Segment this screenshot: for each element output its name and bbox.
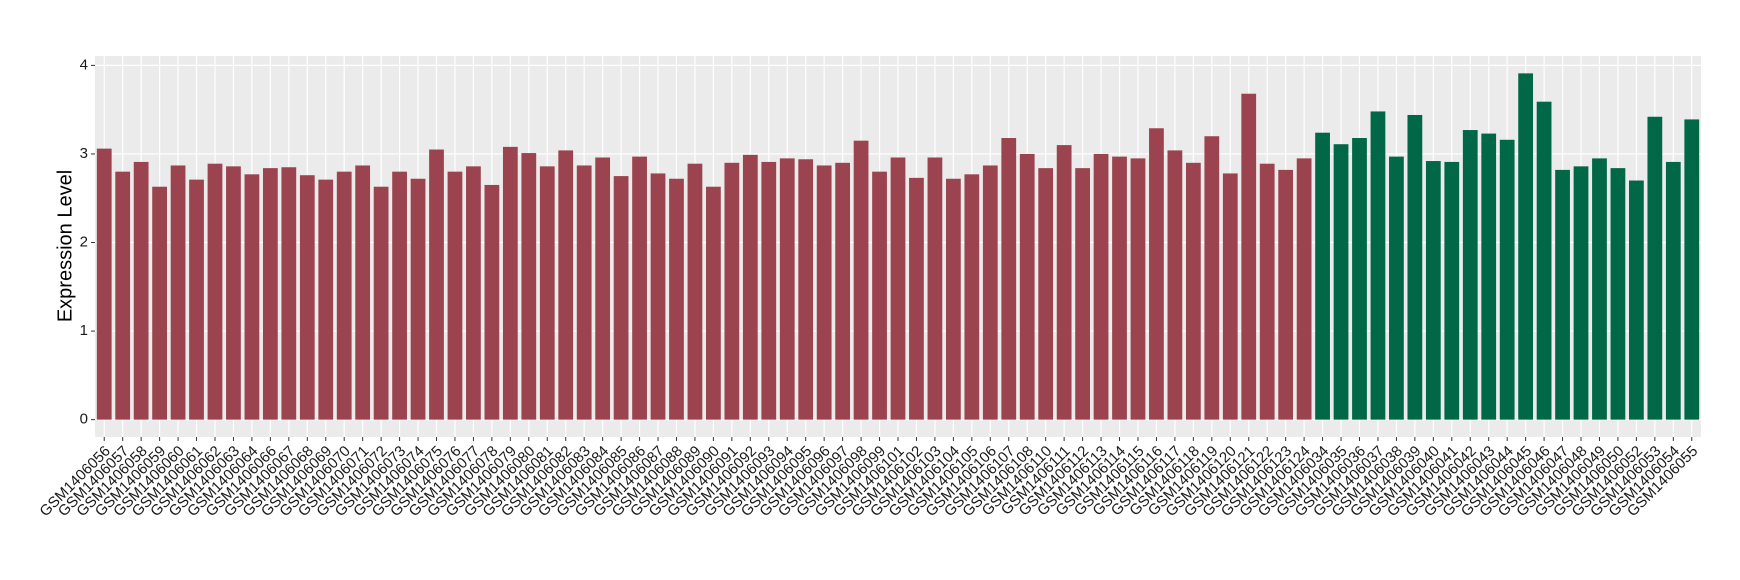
bar bbox=[1610, 168, 1626, 420]
bar bbox=[392, 171, 407, 420]
bar bbox=[1647, 116, 1663, 420]
bar bbox=[1112, 156, 1127, 420]
bar bbox=[1425, 161, 1441, 420]
bar bbox=[1185, 162, 1201, 420]
bar bbox=[262, 168, 278, 420]
bar bbox=[1462, 130, 1478, 420]
bar bbox=[484, 184, 500, 420]
bar bbox=[1592, 158, 1607, 420]
y-tick-label: 2 bbox=[80, 233, 88, 250]
bar bbox=[539, 166, 555, 420]
bar bbox=[1315, 132, 1330, 420]
bar bbox=[1075, 168, 1090, 420]
bar bbox=[1278, 169, 1294, 420]
bar bbox=[650, 173, 666, 420]
bar bbox=[299, 175, 315, 420]
bar bbox=[798, 159, 814, 420]
bar bbox=[521, 153, 537, 420]
bar bbox=[502, 146, 518, 420]
y-tick-label: 3 bbox=[80, 145, 88, 162]
bar bbox=[576, 165, 592, 420]
bar bbox=[410, 178, 426, 420]
bar bbox=[152, 186, 167, 420]
bar bbox=[1333, 144, 1349, 420]
bar bbox=[853, 140, 869, 420]
bar bbox=[1259, 163, 1275, 420]
bar bbox=[447, 171, 463, 420]
bar bbox=[1167, 150, 1183, 420]
bar bbox=[226, 166, 241, 420]
bar bbox=[1149, 128, 1164, 420]
y-tick-label: 4 bbox=[80, 56, 88, 73]
bar bbox=[982, 165, 998, 420]
bar bbox=[429, 149, 444, 420]
bar bbox=[1001, 138, 1017, 420]
bar bbox=[706, 186, 721, 420]
bar bbox=[1389, 156, 1404, 420]
bar bbox=[1130, 158, 1146, 420]
bar bbox=[1407, 114, 1423, 420]
bar bbox=[281, 167, 297, 420]
bar bbox=[189, 179, 204, 420]
bar bbox=[613, 176, 629, 420]
bar bbox=[1222, 173, 1238, 420]
bar bbox=[742, 154, 758, 420]
bar bbox=[945, 178, 961, 420]
bar bbox=[1296, 158, 1312, 420]
bar bbox=[355, 165, 371, 420]
bar bbox=[890, 157, 906, 420]
bar bbox=[835, 162, 851, 420]
bar bbox=[761, 161, 777, 420]
bar bbox=[669, 178, 684, 420]
bar bbox=[336, 171, 352, 420]
bar bbox=[1499, 139, 1515, 420]
bar bbox=[133, 161, 149, 420]
bar bbox=[1444, 161, 1460, 420]
bar bbox=[1555, 169, 1570, 420]
bar bbox=[1019, 153, 1035, 420]
bar bbox=[96, 148, 112, 420]
bar bbox=[466, 166, 481, 420]
bar bbox=[373, 186, 389, 420]
bar bbox=[1038, 168, 1054, 420]
bar bbox=[964, 174, 980, 420]
bar bbox=[170, 165, 186, 420]
bar bbox=[816, 165, 832, 420]
bar bbox=[1684, 119, 1700, 420]
y-tick-label: 0 bbox=[80, 411, 88, 428]
bar bbox=[1665, 161, 1681, 420]
bar bbox=[1093, 153, 1109, 420]
bar bbox=[1481, 133, 1497, 420]
bar bbox=[872, 171, 887, 420]
y-axis-title: Expression Level bbox=[54, 170, 76, 322]
bar bbox=[115, 171, 131, 420]
bar bbox=[1518, 73, 1534, 420]
bar bbox=[1573, 166, 1589, 420]
bar bbox=[1204, 136, 1220, 420]
bar bbox=[595, 157, 611, 420]
bar bbox=[318, 179, 334, 420]
bar bbox=[1536, 101, 1552, 420]
bar bbox=[1056, 145, 1072, 420]
bar bbox=[1352, 138, 1367, 420]
bar bbox=[1370, 111, 1386, 420]
bar bbox=[687, 163, 703, 420]
bar bbox=[779, 158, 795, 420]
bar bbox=[244, 174, 260, 420]
bar bbox=[632, 156, 647, 420]
bar bbox=[927, 157, 943, 420]
bar bbox=[207, 163, 223, 420]
bar bbox=[558, 150, 574, 420]
bar bbox=[724, 162, 740, 420]
bar bbox=[909, 177, 924, 420]
y-tick-label: 1 bbox=[80, 322, 88, 339]
bar bbox=[1241, 93, 1257, 420]
bar bbox=[1629, 180, 1644, 420]
